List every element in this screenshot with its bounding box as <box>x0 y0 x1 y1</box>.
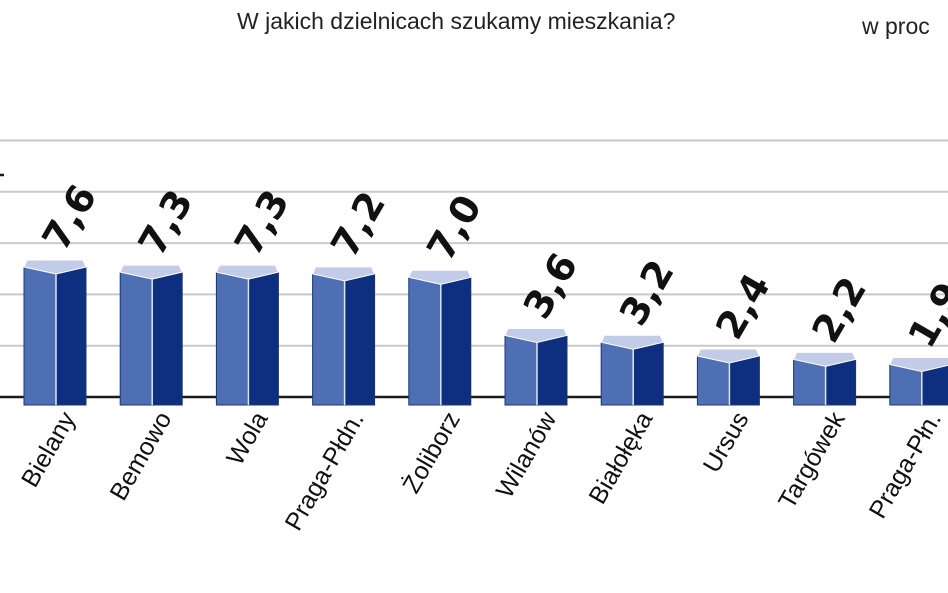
bar <box>408 269 472 406</box>
bar-top <box>215 264 280 280</box>
category-label: Białołęka <box>583 407 658 509</box>
bar-top <box>504 327 568 343</box>
category-label: Praga-Płdn. <box>280 407 370 535</box>
bar-front <box>119 271 153 406</box>
bar-side <box>728 355 760 406</box>
value-label: 7,3 <box>226 182 298 262</box>
bar-side <box>55 266 87 406</box>
bar <box>119 264 183 406</box>
category-label: Wola <box>221 407 274 470</box>
bar-top <box>696 348 761 364</box>
bar <box>311 266 376 406</box>
bar <box>792 351 857 406</box>
bar <box>696 348 761 406</box>
bar-front <box>312 273 346 406</box>
bar-side <box>536 334 568 406</box>
bar-front <box>793 358 827 406</box>
category-labels: Bielany Bemowo Wola Praga-Płdn. Żoliborz Wila… <box>16 406 947 535</box>
unit-label: w proc <box>861 13 930 39</box>
bar-side <box>440 276 472 406</box>
value-label: 7,2 <box>322 184 394 264</box>
chart-title: W jakich dzielnicach szukamy mieszkania? <box>237 8 675 34</box>
bar-top <box>600 334 664 350</box>
bars <box>23 259 948 406</box>
category-label: Wilanów <box>491 406 563 503</box>
bar-side <box>151 271 183 406</box>
value-label: 3,2 <box>611 252 683 332</box>
value-label: 3,6 <box>515 246 587 326</box>
bar <box>504 327 568 406</box>
bar-front <box>600 341 634 406</box>
value-label: 2,2 <box>803 270 875 350</box>
category-label: Bemowo <box>105 407 178 505</box>
bar <box>23 259 87 406</box>
value-label: 7,6 <box>34 177 106 257</box>
bar-top <box>23 259 87 275</box>
bar <box>600 334 664 406</box>
bar-top <box>889 357 948 373</box>
bar-front <box>696 355 730 406</box>
category-label: Targówek <box>773 407 851 514</box>
bar <box>215 264 280 406</box>
category-label: Praga-Płn. <box>864 407 947 523</box>
bar-front <box>23 266 57 406</box>
value-label: 1,9 <box>899 275 948 355</box>
value-label: 2,4 <box>707 266 779 346</box>
bar-top <box>408 269 472 285</box>
bar <box>889 357 948 406</box>
bar-side <box>825 358 857 406</box>
bar-top <box>311 266 376 282</box>
category-label: Bielany <box>16 407 81 492</box>
bar-side <box>247 271 279 406</box>
category-label: Ursus <box>698 407 755 478</box>
bar-side <box>632 341 664 406</box>
bar-front <box>215 271 249 406</box>
value-label: 7,0 <box>418 187 490 267</box>
bar-front <box>504 334 538 406</box>
category-label: Żoliborz <box>396 407 466 499</box>
bar-top <box>792 351 857 367</box>
value-label: 7,3 <box>130 182 202 262</box>
bar-front <box>408 276 442 406</box>
bar-side <box>344 273 376 406</box>
bar-top <box>119 264 183 280</box>
bar-front <box>889 364 923 406</box>
